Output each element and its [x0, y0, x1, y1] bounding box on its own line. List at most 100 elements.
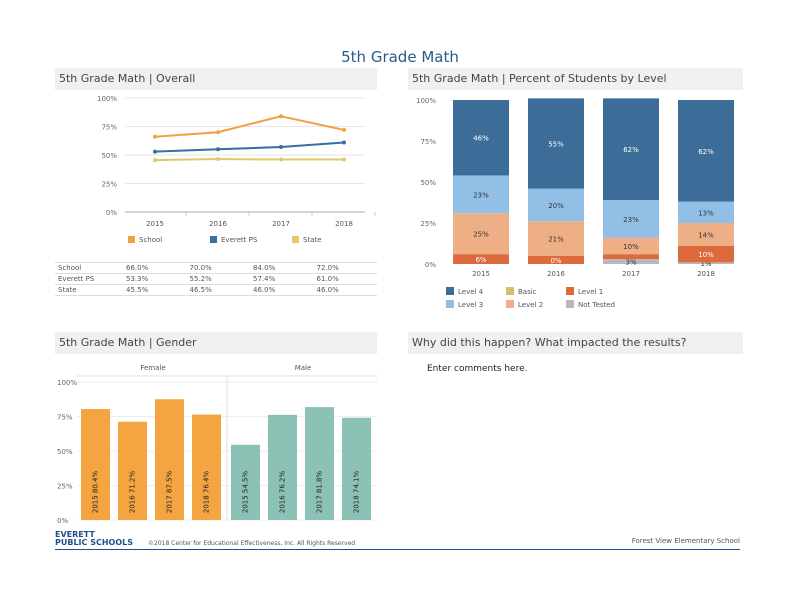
- overall-point: [342, 157, 346, 162]
- gender-bar: [268, 414, 297, 520]
- overall-point: [342, 140, 346, 145]
- gender-bar-label: 2015 54.5%: [242, 471, 250, 514]
- overall-y-tick: 75%: [101, 124, 117, 132]
- levels-segment-label: 0%: [550, 257, 561, 265]
- comment-text[interactable]: Enter comments here.: [427, 364, 528, 374]
- levels-bar-segment: [528, 255, 584, 264]
- levels-segment-label: 23%: [473, 191, 489, 199]
- levels-segment-label: 1%: [700, 260, 711, 268]
- levels-bar-segment: [678, 201, 734, 223]
- levels-segment-label: 13%: [698, 209, 714, 217]
- gender-y-tick: 25%: [57, 483, 73, 491]
- gender-panel-header: 5th Grade Math | Gender: [55, 332, 377, 354]
- levels-segment-label: 6%: [475, 256, 486, 264]
- gender-bar-label: 2016 76.2%: [279, 471, 287, 514]
- overall-y-tick: 100%: [97, 95, 117, 103]
- levels-legend-label: Level 1: [578, 288, 603, 296]
- overall-legend-label: Everett PS: [221, 236, 258, 244]
- gender-bar: [231, 444, 260, 520]
- levels-legend-label: Not Tested: [578, 301, 615, 309]
- levels-legend-swatch: [566, 300, 574, 308]
- overall-series-line: [154, 157, 344, 162]
- levels-segment-label: 10%: [698, 251, 714, 259]
- overall-point: [216, 130, 220, 135]
- overall-panel-header: 5th Grade Math | Overall: [55, 68, 377, 90]
- levels-legend-label: Level 2: [518, 301, 543, 309]
- levels-legend-swatch: [446, 287, 454, 295]
- table-row-label: Everett PS: [55, 273, 123, 285]
- overall-x-tick: 2015: [146, 220, 164, 228]
- gender-bar-chart: 0% 25% 50% 75% 100% Female 2015 80.4% 2016 71.2…: [57, 364, 377, 525]
- levels-bar-segment: [528, 188, 584, 222]
- levels-segment-label: 55%: [548, 140, 564, 148]
- table-row-label: State: [55, 284, 123, 296]
- levels-y-tick: 75%: [420, 138, 436, 146]
- levels-x-tick: 2015: [472, 270, 490, 278]
- levels-segment-label: 62%: [623, 146, 639, 154]
- overall-legend-swatch: [292, 236, 299, 243]
- overall-point: [279, 145, 283, 150]
- gender-group-label: Male: [295, 364, 312, 372]
- table-cell: 72.0%: [313, 262, 377, 274]
- table-cell: 84.0%: [250, 262, 314, 274]
- overall-point: [342, 127, 346, 132]
- overall-data-table: School 66.0% 70.0% 84.0% 72.0% Everett PS 53.3…: [55, 262, 377, 296]
- levels-segment-label: 25%: [473, 231, 489, 239]
- gender-group-label: Female: [140, 364, 165, 372]
- table-cell: 55.2%: [186, 273, 250, 285]
- gender-y-tick: 100%: [57, 379, 77, 387]
- levels-x-tick: 2017: [622, 270, 640, 278]
- levels-bar-segment: [603, 98, 659, 201]
- gender-y-tick: 50%: [57, 448, 73, 456]
- gender-bar: [305, 407, 334, 520]
- overall-y-tick: 0%: [106, 209, 117, 217]
- levels-segment-label: 3%: [625, 259, 636, 267]
- gender-bar: [192, 414, 221, 520]
- table-cell: 46.5%: [186, 284, 250, 296]
- levels-bar-segment: [603, 237, 659, 255]
- levels-segment-label: 62%: [698, 148, 714, 156]
- levels-segment-label: 10%: [623, 243, 639, 251]
- levels-x-tick: 2018: [697, 270, 715, 278]
- levels-legend-swatch: [446, 300, 454, 308]
- table-cell: 70.0%: [186, 262, 250, 274]
- levels-legend-swatch: [506, 287, 514, 295]
- overall-line-chart: 0% 25% 50% 75% 100% 2015 2016 2017 2018 School Eve…: [97, 95, 376, 244]
- overall-y-tick: 50%: [101, 152, 117, 160]
- table-row-label: School: [55, 262, 123, 274]
- levels-y-tick: 0%: [425, 261, 436, 269]
- levels-bar-segment: [678, 262, 734, 264]
- logo-top-text: EVERETT: [55, 530, 95, 539]
- levels-legend-label: Level 4: [458, 288, 484, 296]
- overall-point: [279, 114, 283, 119]
- levels-bar-segment: [678, 100, 734, 202]
- levels-x-tick: 2016: [547, 270, 565, 278]
- gender-bar-label: 2017 87.5%: [166, 471, 174, 514]
- levels-stacked-bar-chart: 0% 25% 50% 75% 100% 6% 25% 23% 46% 2015 0% 21% 20% 55…: [416, 97, 734, 309]
- table-row: School 66.0% 70.0% 84.0% 72.0%: [55, 262, 377, 274]
- gender-bar-label: 2018 74.1%: [353, 471, 361, 514]
- table-cell: 45.5%: [123, 284, 187, 296]
- levels-legend-label: Level 3: [458, 301, 483, 309]
- gender-bar: [81, 409, 110, 520]
- table-row: Everett PS 53.3% 55.2% 57.4% 61.0%: [55, 273, 377, 285]
- overall-point: [153, 149, 157, 154]
- logo-bottom-text: PUBLIC SCHOOLS: [55, 538, 133, 547]
- gender-bar: [118, 421, 147, 520]
- overall-y-tick: 25%: [101, 181, 117, 189]
- levels-bar-segment: [453, 100, 509, 176]
- overall-point: [153, 134, 157, 139]
- overall-x-tick: 2018: [335, 220, 353, 228]
- table-row: State 45.5% 46.5% 46.0% 46.0%: [55, 284, 377, 296]
- overall-point: [216, 156, 220, 161]
- table-cell: 61.0%: [313, 273, 377, 285]
- overall-legend-label: School: [139, 236, 162, 244]
- footer-divider: [55, 549, 740, 550]
- overall-point: [153, 158, 157, 163]
- levels-panel-header: 5th Grade Math | Percent of Students by …: [408, 68, 743, 90]
- levels-y-tick: 25%: [420, 220, 436, 228]
- levels-legend-swatch: [506, 300, 514, 308]
- district-logo: EVERETT PUBLIC SCHOOLS: [55, 531, 155, 547]
- levels-y-tick: 50%: [420, 179, 436, 187]
- levels-legend-label: Basic: [518, 288, 537, 296]
